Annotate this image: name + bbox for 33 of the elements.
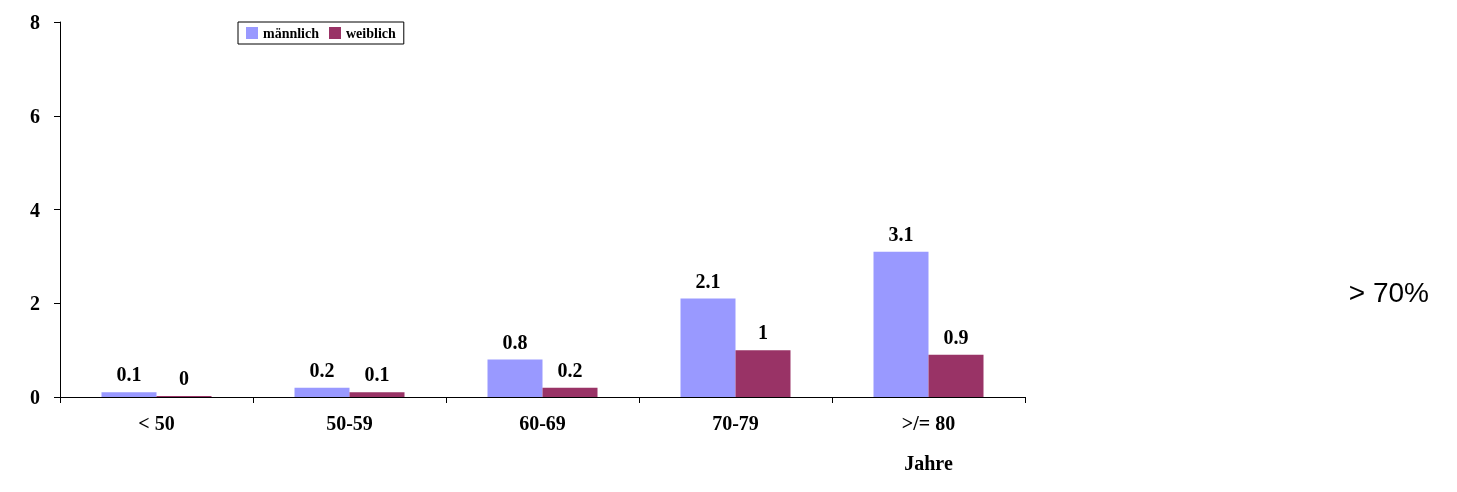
data-label: 0.9 [943, 325, 969, 348]
data-label: 1 [758, 321, 768, 344]
data-label: 0.2 [557, 358, 583, 381]
y-tick-label: 2 [30, 292, 40, 315]
x-tick-label: >/= 80 [901, 412, 956, 434]
data-label: 0.2 [309, 358, 335, 381]
x-tick-label: 70-79 [712, 412, 759, 434]
text: > 70% [1348, 276, 1429, 308]
data-label: 2.1 [695, 269, 721, 292]
y-tick-label: 8 [30, 11, 40, 33]
bar [735, 350, 791, 397]
bar [928, 354, 984, 397]
data-label: 0 [179, 367, 189, 389]
legend-label: männlich [263, 25, 320, 41]
data-label: 0.1 [116, 363, 142, 386]
x-axis-title: Jahre [904, 452, 953, 474]
bar [680, 298, 736, 397]
data-label: 0.8 [502, 330, 528, 353]
bar [349, 392, 405, 397]
y-tick-label: 0 [30, 386, 40, 408]
x-tick-label: 50-59 [326, 412, 373, 434]
bar [873, 251, 929, 397]
bar [294, 387, 350, 397]
bar [542, 387, 598, 397]
x-tick-label: 60-69 [519, 412, 566, 434]
y-tick-label: 4 [30, 198, 40, 221]
data-label: 3.1 [888, 222, 914, 245]
bar [101, 392, 157, 397]
data-label: 0.1 [364, 363, 390, 386]
y-tick-label: 6 [30, 104, 40, 127]
x-tick-label: < 50 [138, 412, 175, 434]
legend-label: weiblich [346, 25, 397, 41]
bar [487, 359, 543, 397]
